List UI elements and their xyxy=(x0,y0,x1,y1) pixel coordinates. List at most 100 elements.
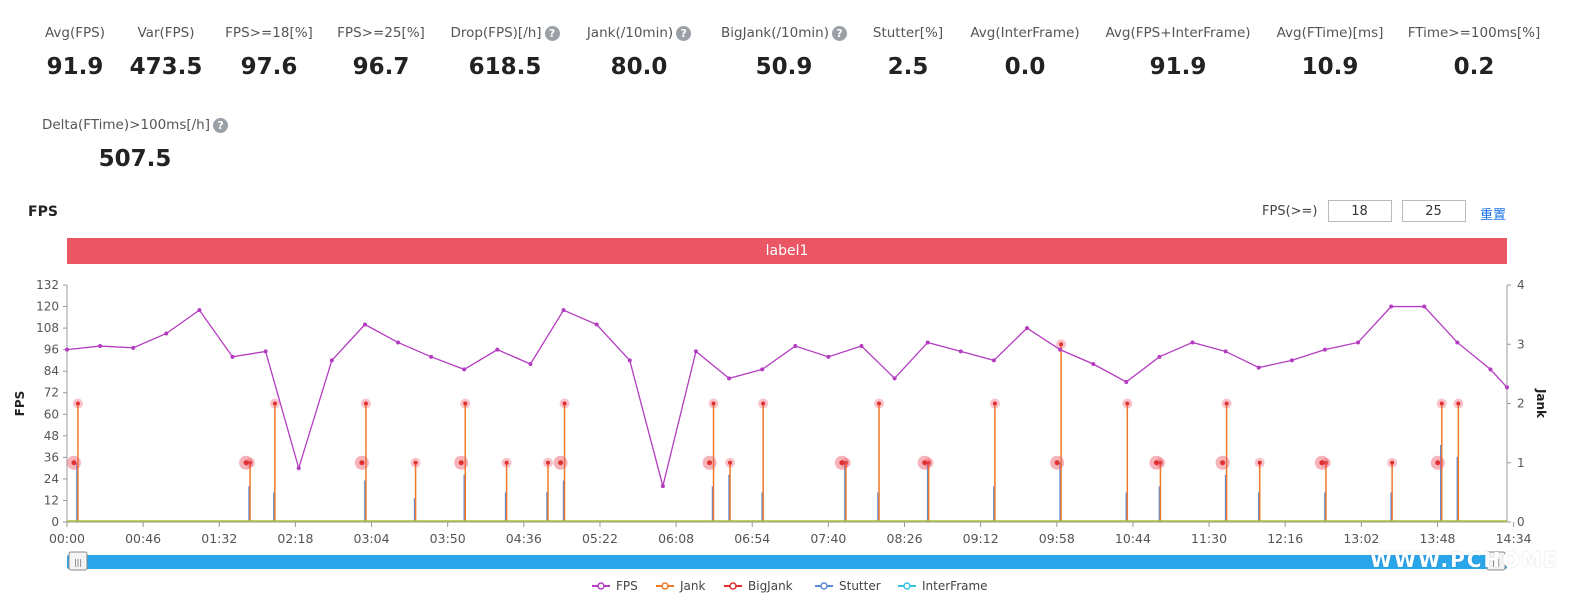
jank-marker-halo xyxy=(72,398,83,409)
fps-point xyxy=(1322,347,1327,352)
legend-label: BigJank xyxy=(748,579,793,593)
jank-marker-halo xyxy=(1436,398,1447,409)
legend-label: FPS xyxy=(616,579,638,593)
metric-value: 473.5 xyxy=(129,54,203,80)
fps-point xyxy=(1256,365,1261,370)
jank-marker xyxy=(463,401,468,406)
chart-title: FPS xyxy=(28,204,58,220)
bigjank-marker xyxy=(359,460,365,466)
y-tick-label: 48 xyxy=(44,429,59,443)
x-tick-label: 09:58 xyxy=(1039,531,1075,546)
y-tick-label: 72 xyxy=(44,386,59,400)
x-tick-label: 08:26 xyxy=(887,531,923,546)
fps-point xyxy=(362,322,367,327)
slider-left-handle[interactable] xyxy=(68,551,88,571)
x-tick-label: 06:08 xyxy=(658,531,694,546)
jank-marker xyxy=(992,401,997,406)
jank-marker xyxy=(248,460,253,465)
metric-value: 618.5 xyxy=(468,54,542,80)
bigjank-marker xyxy=(1220,460,1226,466)
x-tick-label: 05:22 xyxy=(582,531,618,546)
metric-label: BigJank(/10min)? xyxy=(721,25,847,41)
time-range-slider xyxy=(67,555,1507,569)
fps-point xyxy=(594,322,599,327)
fps-threshold-label: FPS(>=) xyxy=(1262,203,1318,219)
label-bar[interactable]: label1 xyxy=(67,238,1507,264)
y2-tick-label: 3 xyxy=(1517,337,1525,351)
jank-marker-halo xyxy=(460,398,471,409)
fps-point xyxy=(296,466,301,471)
fps-point xyxy=(760,367,765,372)
metric-label-text: BigJank(/10min) xyxy=(721,25,829,41)
x-tick-label: 04:36 xyxy=(506,531,542,546)
metric-label-text: Drop(FPS)[/h] xyxy=(450,25,542,41)
fps-point xyxy=(1058,347,1063,352)
fps-point xyxy=(329,358,334,363)
jank-marker-halo xyxy=(758,398,769,409)
fps-point xyxy=(396,340,401,345)
metric-label-text: Stutter[%] xyxy=(872,25,944,41)
fps-threshold-input-1[interactable] xyxy=(1327,200,1392,222)
x-tick-label: 12:16 xyxy=(1267,531,1303,546)
x-tick-label: 01:32 xyxy=(201,531,237,546)
bigjank-marker xyxy=(458,460,464,466)
help-icon[interactable]: ? xyxy=(213,117,229,133)
jank-marker xyxy=(504,460,509,465)
legend-label: InterFrame xyxy=(922,579,988,593)
jank-marker-halo xyxy=(245,457,256,468)
legend-swatch-dot xyxy=(661,582,669,590)
metric-card: Avg(FPS+InterFrame) 91.9 xyxy=(1068,22,1288,80)
metric-value: 96.7 xyxy=(352,54,410,80)
metric-label-text: FTime>=100ms[%] xyxy=(1407,25,1541,41)
metric-card: Drop(FPS)[/h]? 618.5 xyxy=(395,22,615,80)
fps-point xyxy=(1157,354,1162,359)
y-tick-label: 24 xyxy=(44,472,59,486)
fps-threshold-input-2[interactable] xyxy=(1401,200,1466,222)
bigjank-marker xyxy=(1319,460,1325,466)
legend-swatch-dot xyxy=(820,582,828,590)
jank-marker xyxy=(546,460,550,465)
y-axis-label: FPS xyxy=(13,391,27,417)
jank-marker xyxy=(413,460,418,465)
legend-label: Jank xyxy=(679,579,705,593)
y2-tick-label: 2 xyxy=(1517,397,1525,411)
help-icon[interactable]: ? xyxy=(831,25,847,41)
fps-point xyxy=(991,358,996,363)
fps-point xyxy=(429,354,434,359)
reset-link[interactable]: 重置 xyxy=(1480,208,1507,223)
metric-value: 91.9 xyxy=(1149,54,1207,80)
fps-threshold-controls: FPS(>=) xyxy=(1262,200,1466,222)
metric-label: Avg(InterFrame) xyxy=(970,25,1079,41)
jank-marker-halo xyxy=(1453,398,1464,409)
y-tick-label: 120 xyxy=(36,300,59,314)
metric-value: 10.9 xyxy=(1301,54,1359,80)
metric-value: 507.5 xyxy=(98,146,172,172)
fps-point xyxy=(693,349,698,354)
bigjank-marker-halo xyxy=(1215,455,1230,470)
jank-marker xyxy=(761,401,766,406)
fps-line xyxy=(66,305,1508,487)
metric-card: FPS>=25[%] 96.7 xyxy=(271,22,491,80)
fps-point xyxy=(793,344,798,349)
jank-marker xyxy=(1323,460,1328,465)
fps-point xyxy=(826,354,831,359)
bigjank-marker-halo xyxy=(239,455,254,470)
x-tick-label: 09:12 xyxy=(963,531,999,546)
metric-label: Drop(FPS)[/h]? xyxy=(450,25,560,41)
metric-value: 0.0 xyxy=(1004,54,1046,80)
help-icon[interactable]: ? xyxy=(544,25,560,41)
metric-value: 50.9 xyxy=(755,54,813,80)
jank-marker xyxy=(1224,401,1229,406)
metric-label-text: Avg(FPS+InterFrame) xyxy=(1105,25,1251,41)
metric-card: Jank(/10min)? 80.0 xyxy=(529,22,749,80)
jank-marker-halo xyxy=(1387,457,1398,468)
jank-marker-halo xyxy=(874,398,885,409)
help-icon[interactable]: ? xyxy=(676,25,692,41)
metric-card: Delta(FTime)>100ms[/h]? 507.5 xyxy=(25,114,245,172)
x-tick-label: 03:04 xyxy=(354,531,390,546)
fps-point xyxy=(1422,304,1427,309)
fps-point xyxy=(727,376,732,381)
bigjank-marker-halo xyxy=(1050,455,1065,470)
x-tick-label: 00:00 xyxy=(49,531,85,546)
